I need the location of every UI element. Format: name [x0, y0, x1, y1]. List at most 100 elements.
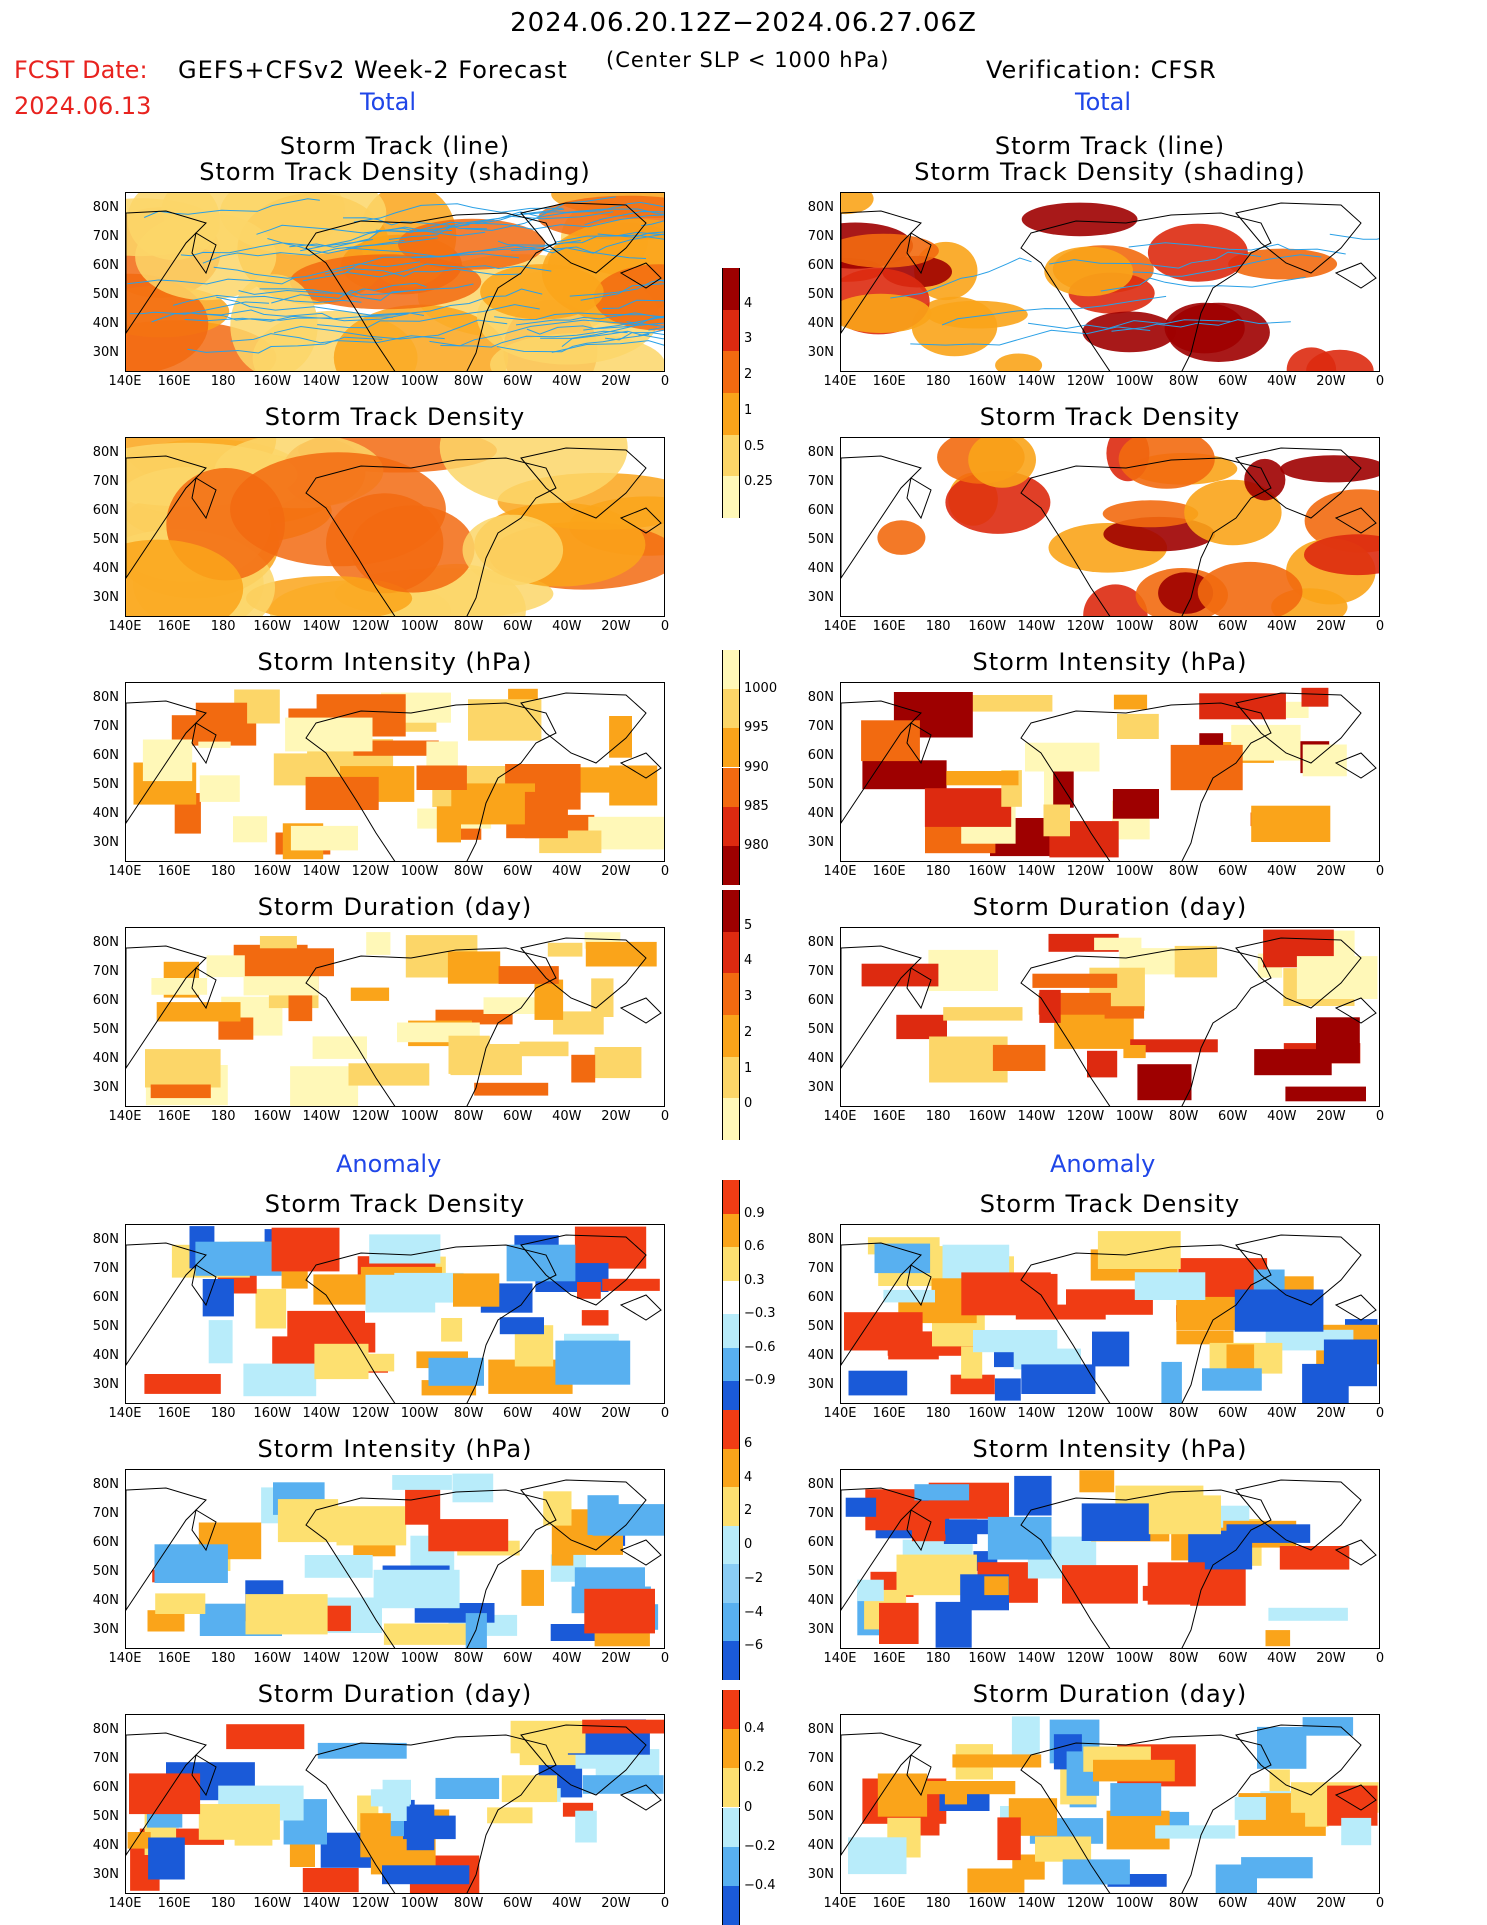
- colorbar-segment: [722, 1347, 740, 1382]
- lon-tick-label: 60W: [1218, 1651, 1248, 1666]
- shading-block: [147, 1610, 185, 1632]
- shading-block: [1112, 789, 1159, 819]
- storm-track-line: [1329, 233, 1379, 240]
- coastline: [841, 1487, 922, 1611]
- coastline: [126, 1242, 207, 1366]
- lon-tick-label: 180: [210, 1109, 236, 1124]
- shading-block: [290, 1066, 359, 1106]
- shading-blob: [1304, 534, 1379, 576]
- colorbar-label: 0.25: [744, 474, 773, 490]
- map-panel-intensity-verification: [840, 682, 1380, 862]
- lon-tick-label: 40W: [1267, 619, 1297, 634]
- shading-blob: [1044, 246, 1134, 297]
- lon-tick-label: 80W: [1168, 619, 1199, 634]
- coastline: [1235, 1234, 1362, 1306]
- colorbar-label: 4: [744, 1469, 753, 1485]
- lon-tick-label: 20W: [1316, 1896, 1346, 1911]
- shading-block: [487, 1807, 533, 1824]
- shading-block: [452, 1473, 494, 1503]
- shading-block: [555, 1340, 631, 1385]
- lon-tick-label: 0: [1375, 1651, 1385, 1666]
- lat-tick-label: 30N: [807, 1867, 834, 1882]
- shading-block: [150, 1084, 211, 1099]
- shading-block: [498, 966, 559, 984]
- storm-track-line: [172, 294, 362, 306]
- shading-block: [1296, 956, 1378, 999]
- shading-block: [255, 1288, 287, 1329]
- storm-track-line: [324, 267, 522, 277]
- lon-tick-label: 140E: [108, 1896, 142, 1911]
- lon-tick-label: 160W: [968, 864, 1007, 879]
- shading-block: [1092, 1331, 1130, 1367]
- shading-blob: [462, 514, 564, 586]
- lon-tick-label: 40W: [552, 1109, 582, 1124]
- shading-block: [861, 963, 939, 987]
- lat-tick-label: 30N: [92, 835, 119, 850]
- coastline: [126, 1487, 207, 1611]
- lon-tick-label: 140E: [823, 619, 857, 634]
- lon-tick-label: 60W: [1218, 619, 1248, 634]
- lon-tick-label: 160E: [872, 864, 906, 879]
- lon-tick-label: 100W: [1115, 1651, 1154, 1666]
- colorbar-segment: [722, 1410, 740, 1449]
- shading-block: [1215, 1864, 1257, 1893]
- lat-tick-label: 30N: [92, 590, 119, 605]
- colorbar-label: 0: [744, 1096, 753, 1112]
- coastline: [126, 1732, 207, 1856]
- shading-block: [961, 1346, 983, 1379]
- storm-track-line: [1049, 251, 1262, 269]
- lat-tick-label: 80N: [92, 200, 119, 215]
- storm-track-line: [194, 309, 394, 320]
- lon-tick-label: 160E: [157, 1896, 191, 1911]
- lon-tick-label: 180: [925, 1109, 951, 1124]
- storm-track-line: [1111, 319, 1291, 332]
- shading-block: [924, 788, 1012, 827]
- lon-tick-label: 40W: [552, 619, 582, 634]
- shading-block: [145, 1049, 221, 1088]
- lon-tick-label: 160E: [157, 1651, 191, 1666]
- lon-tick-label: 80W: [1168, 1406, 1199, 1421]
- lon-tick-label: 160W: [253, 1109, 292, 1124]
- colorbar-segment: [722, 393, 740, 435]
- shading-blob: [289, 254, 482, 310]
- total-label-right: Total: [1075, 88, 1132, 116]
- lat-tick-label: 70N: [92, 229, 119, 244]
- lat-tick-label: 60N: [92, 1290, 119, 1305]
- lon-tick-label: 140W: [302, 1651, 341, 1666]
- shading-block: [151, 978, 208, 995]
- lon-tick-label: 140W: [302, 619, 341, 634]
- lat-tick-label: 60N: [92, 1535, 119, 1550]
- shading-blob: [1082, 311, 1176, 353]
- coastline: [841, 945, 922, 1069]
- lon-tick-label: 100W: [1115, 1109, 1154, 1124]
- shading-block: [154, 1544, 228, 1583]
- shading-block: [1013, 1348, 1081, 1370]
- shading-block: [553, 1011, 604, 1035]
- shading-block: [952, 1754, 1042, 1768]
- title-density-left: Storm Track Density: [264, 403, 526, 431]
- title-density-anom-right: Storm Track Density: [979, 1190, 1241, 1218]
- lat-tick-label: 70N: [92, 1506, 119, 1521]
- lon-tick-label: 20W: [601, 619, 631, 634]
- shading-block: [373, 1569, 460, 1609]
- lon-tick-label: 160E: [157, 1406, 191, 1421]
- lon-tick-label: 140W: [1017, 1896, 1056, 1911]
- lon-tick-label: 160W: [968, 374, 1007, 389]
- shading-block: [1035, 1836, 1092, 1862]
- shading-block: [1079, 1470, 1115, 1493]
- lon-tick-label: 60W: [503, 1406, 533, 1421]
- lon-tick-label: 180: [210, 1896, 236, 1911]
- lon-tick-label: 40W: [1267, 374, 1297, 389]
- coastline: [1020, 457, 1272, 616]
- shading-block: [1254, 1049, 1332, 1076]
- shading-block: [862, 760, 947, 790]
- shading-block: [1062, 1565, 1138, 1604]
- storm-track-line: [597, 231, 664, 238]
- storm-track-line: [910, 326, 1151, 346]
- lon-tick-label: 20W: [1316, 1406, 1346, 1421]
- shading-block: [984, 1576, 1009, 1596]
- shading-block: [317, 1742, 407, 1759]
- shading-block: [312, 1036, 367, 1059]
- shading-block: [609, 716, 632, 758]
- title-density-right: Storm Track Density: [979, 403, 1241, 431]
